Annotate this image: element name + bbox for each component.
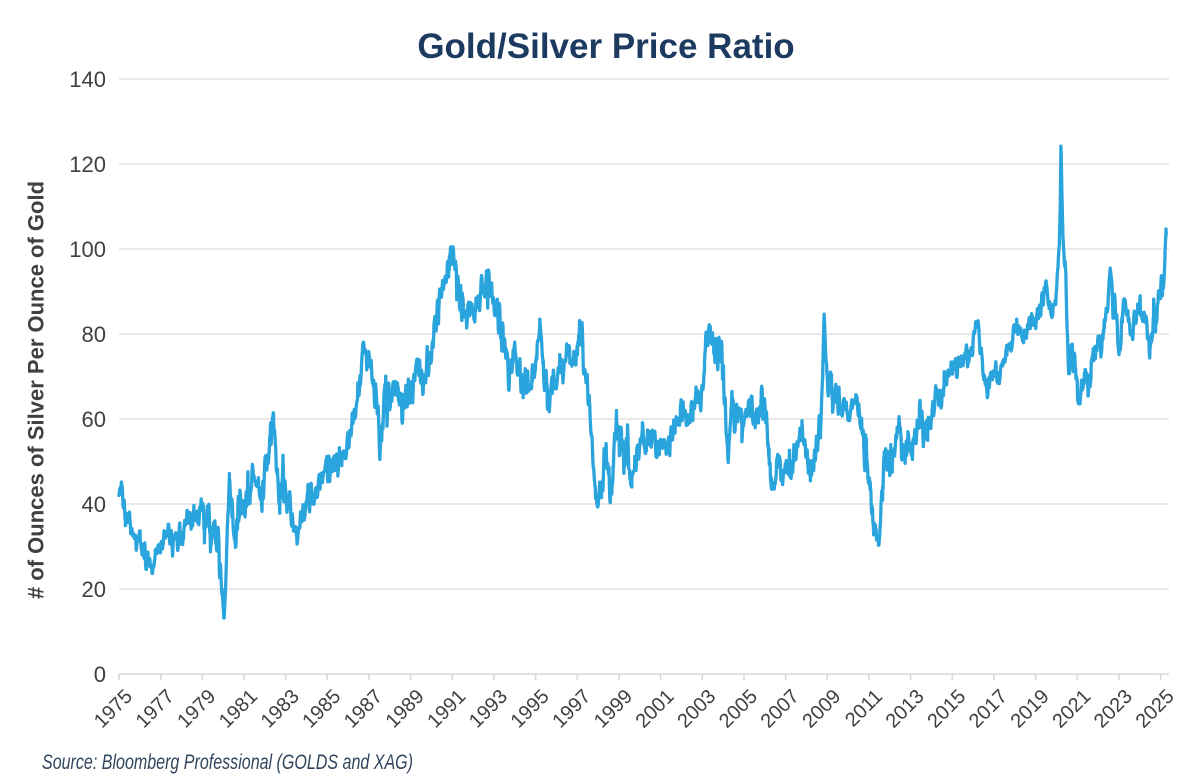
- svg-text:100: 100: [69, 237, 106, 262]
- svg-text:140: 140: [69, 67, 106, 92]
- svg-text:20: 20: [82, 577, 106, 602]
- svg-text:40: 40: [82, 492, 106, 517]
- svg-text:0: 0: [94, 662, 106, 687]
- svg-text:120: 120: [69, 152, 106, 177]
- svg-text:# of Ounces of Silver Per Ounc: # of Ounces of Silver Per Ounce of Gold: [24, 181, 49, 599]
- svg-text:80: 80: [82, 322, 106, 347]
- svg-text:60: 60: [82, 407, 106, 432]
- svg-text:Source: Bloomberg Professional: Source: Bloomberg Professional (GOLDS an…: [42, 751, 413, 774]
- svg-text:Gold/Silver Price Ratio: Gold/Silver Price Ratio: [417, 27, 794, 66]
